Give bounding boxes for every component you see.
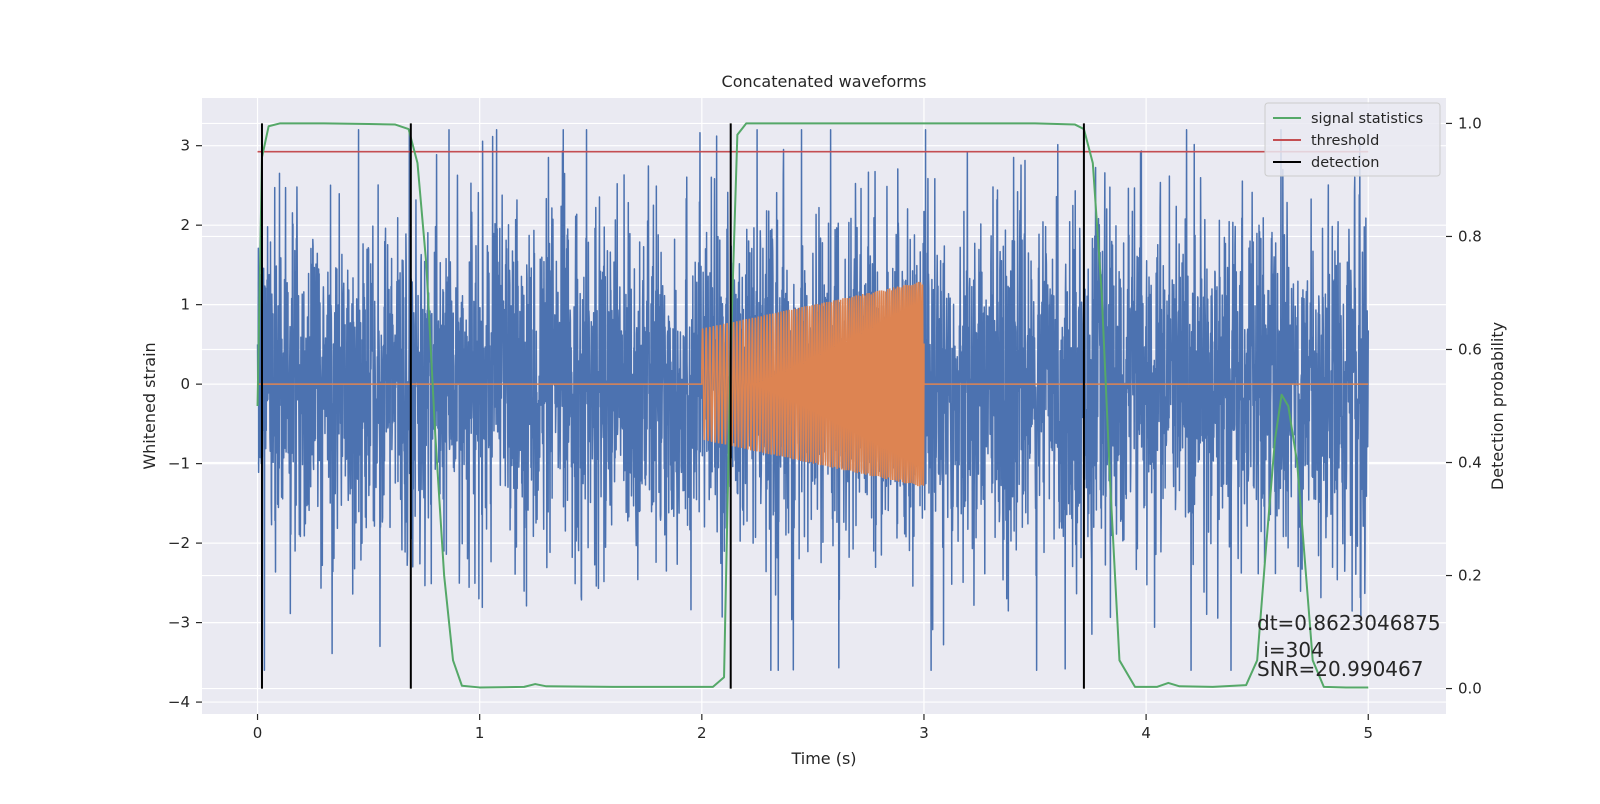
legend-box — [1264, 102, 1441, 177]
y-tick-label-0: −4 — [168, 693, 190, 711]
legend: signal statistics threshold detection — [1264, 102, 1441, 177]
y-tick-label-3: −1 — [168, 455, 190, 473]
x-tick-label-5: 5 — [1363, 724, 1373, 742]
x-tick-label-0: 0 — [253, 724, 263, 742]
x-axis-label: Time (s) — [790, 749, 856, 768]
x-tick-label-4: 4 — [1141, 724, 1151, 742]
x-tick-label-2: 2 — [697, 724, 707, 742]
y2-tick-label-1: 0.2 — [1458, 567, 1482, 585]
legend-label-2: detection — [1311, 155, 1379, 171]
y-tick-label-6: 2 — [180, 216, 190, 234]
legend-label-0: signal statistics — [1311, 111, 1423, 127]
y2-tick-label-2: 0.4 — [1458, 454, 1482, 472]
y-axis-label: Whitened strain — [140, 342, 159, 469]
detection-series — [260, 123, 1085, 689]
chart-title: Concatenated waveforms — [722, 72, 927, 91]
y-tick-label-1: −3 — [168, 614, 190, 632]
x-tick-label-3: 3 — [919, 724, 929, 742]
strain-line — [256, 129, 1369, 672]
y-tick-label-5: 1 — [180, 296, 190, 314]
y2-tick-label-5: 1.0 — [1458, 114, 1482, 132]
axes: 0 1 2 3 4 5 −4 −3 −2 −1 0 1 2 3 0.0 0.2 0.4 0.6 0.8 1.0 — [168, 114, 1482, 742]
statistics-series — [256, 122, 1369, 689]
y-tick-label-4: 0 — [180, 375, 190, 393]
legend-label-1: threshold — [1311, 133, 1379, 149]
strain-series — [256, 129, 1369, 672]
annotation-index: i=304 — [1257, 638, 1324, 662]
injection-series — [257, 281, 1369, 487]
signal-statistics-line — [256, 122, 1369, 689]
annotation-snr: SNR=20.990467 — [1257, 657, 1423, 681]
x-tick-label-1: 1 — [475, 724, 485, 742]
y-tick-label-7: 3 — [180, 137, 190, 155]
injection-line — [257, 281, 1369, 487]
annotation-dt: dt=0.8623046875 — [1257, 611, 1441, 635]
y2-tick-label-3: 0.6 — [1458, 340, 1482, 358]
y2-tick-label-4: 0.8 — [1458, 227, 1482, 245]
y-tick-label-2: −2 — [168, 534, 190, 552]
y2-tick-label-0: 0.0 — [1458, 680, 1482, 698]
y2-axis-label: Detection probability — [1488, 322, 1507, 490]
